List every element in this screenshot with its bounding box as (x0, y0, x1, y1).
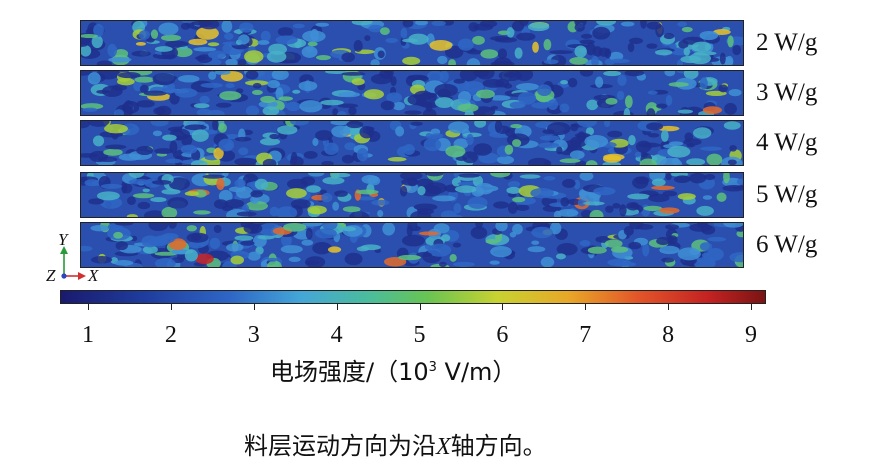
x-axis-label: X (88, 266, 99, 285)
colorbar (60, 290, 766, 304)
colorbar-tick-mark (585, 304, 587, 310)
colorbar-tick-label: 3 (247, 322, 260, 348)
colorbar-tick-mark (336, 304, 338, 310)
caption-text-pre: 料层运动方向为沿 (244, 432, 436, 460)
colorbar-title-main: 电场强度/（10 (270, 358, 429, 386)
strip-label: 3 W/g (756, 79, 818, 106)
coordinate-axes-icon: Y Z X (44, 230, 104, 290)
strip-label: 2 W/g (756, 29, 818, 56)
caption-text-post: 轴方向。 (450, 432, 547, 460)
colorbar-tick-mark (419, 304, 421, 310)
strip-label: 6 W/g (756, 231, 818, 258)
axis-arrows-icon (60, 246, 86, 280)
z-axis-label: Z (46, 266, 56, 285)
figure-caption: 料层运动方向为沿X轴方向。 (244, 426, 547, 461)
colorbar-tick-label: 4 (330, 322, 343, 348)
y-axis-label: Y (58, 230, 68, 249)
colorbar-tick-mark (253, 304, 255, 310)
colorbar-tick-mark (88, 304, 89, 310)
colorbar-tick-label: 5 (413, 322, 426, 348)
field-strip (80, 70, 744, 116)
field-strip (80, 172, 744, 218)
colorbar-tick-label: 6 (496, 322, 509, 348)
colorbar-tick-mark (751, 304, 752, 310)
strip-label: 4 W/g (756, 129, 818, 156)
colorbar-title: 电场强度/（103 V/m） (270, 352, 516, 387)
field-strip (80, 222, 744, 268)
colorbar-tick-label: 1 (82, 322, 94, 348)
colorbar-title-exponent: 3 (428, 360, 437, 375)
caption-axis: X (436, 434, 451, 460)
colorbar-tick-mark (170, 304, 172, 310)
field-strip (80, 120, 744, 166)
strip-label: 5 W/g (756, 181, 818, 208)
colorbar-tick-label: 2 (164, 322, 177, 348)
colorbar-tick-label: 8 (662, 322, 675, 348)
colorbar-tick-label: 7 (579, 322, 592, 348)
field-strip (80, 20, 744, 66)
colorbar-title-unit: V/m） (436, 358, 517, 386)
colorbar-tick-mark (502, 304, 504, 310)
colorbar-tick-mark (668, 304, 670, 310)
colorbar-tick-label: 9 (745, 322, 757, 348)
